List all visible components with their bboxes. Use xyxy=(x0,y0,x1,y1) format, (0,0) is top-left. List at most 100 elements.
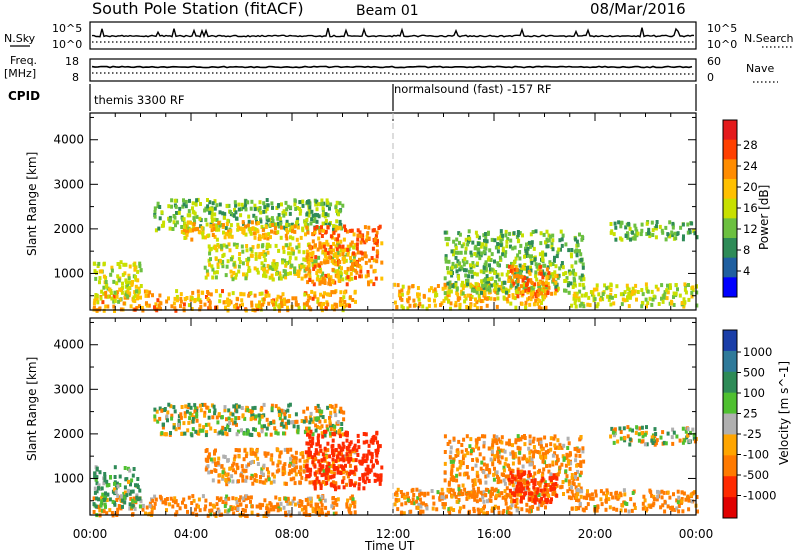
heatmap-cell xyxy=(476,507,480,512)
heatmap-cell xyxy=(416,286,420,290)
heatmap-cell xyxy=(262,267,265,272)
heatmap-cell xyxy=(93,261,97,266)
heatmap-cell xyxy=(102,291,106,296)
heatmap-cell xyxy=(208,502,212,507)
heatmap-cell xyxy=(455,237,459,242)
heatmap-cell xyxy=(273,426,277,431)
heatmap-cell xyxy=(490,267,494,272)
heatmap-cell xyxy=(346,446,350,451)
heatmap-cell xyxy=(120,290,124,295)
heatmap-cell xyxy=(180,431,184,436)
heatmap-cell xyxy=(550,242,554,247)
nsky-label: N.Sky xyxy=(4,32,36,45)
heatmap-cell xyxy=(603,283,607,288)
heatmap-cell xyxy=(172,214,176,218)
heatmap-cell xyxy=(498,460,502,465)
heatmap-cell xyxy=(321,213,325,218)
heatmap-cell xyxy=(491,440,495,445)
heatmap-cell xyxy=(480,251,484,256)
heatmap-cell xyxy=(463,294,467,298)
heatmap-cell xyxy=(512,452,515,457)
heatmap-cell xyxy=(160,408,164,413)
heatmap-cell xyxy=(217,221,221,225)
heatmap-cell xyxy=(265,503,269,508)
heatmap-cell xyxy=(653,442,657,447)
colorbar-swatch xyxy=(723,159,737,180)
heatmap-cell xyxy=(484,236,488,240)
heatmap-cell xyxy=(353,289,357,294)
heatmap-cell xyxy=(338,201,342,206)
heatmap-cell xyxy=(373,478,377,483)
heatmap-cell xyxy=(213,429,217,433)
heatmap-cell xyxy=(687,297,691,302)
heatmap-cell xyxy=(250,510,254,515)
heatmap-cell xyxy=(293,465,297,470)
heatmap-cell xyxy=(554,288,558,293)
heatmap-cell xyxy=(533,257,537,262)
heatmap-cell xyxy=(528,244,532,249)
heatmap-cell xyxy=(561,265,565,270)
heatmap-cell xyxy=(216,265,220,269)
heatmap-cell xyxy=(207,422,211,427)
heatmap-cell xyxy=(343,304,347,309)
heatmap-cell xyxy=(464,273,468,278)
heatmap-cell xyxy=(341,256,345,261)
colorbar-frame xyxy=(722,329,738,519)
heatmap-cell xyxy=(502,509,506,513)
colorbar-swatch xyxy=(723,238,737,259)
heatmap-cell xyxy=(191,206,194,211)
heatmap-cell xyxy=(168,226,172,231)
heatmap-cell xyxy=(340,298,344,303)
heatmap-cell xyxy=(103,474,107,479)
heatmap-cell xyxy=(525,281,529,286)
colorbar-swatch xyxy=(723,497,737,519)
heatmap-cell xyxy=(342,458,346,463)
heatmap-cell xyxy=(515,500,519,505)
heatmap-cell xyxy=(271,472,275,477)
heatmap-cell xyxy=(248,229,252,234)
heatmap-cell xyxy=(258,291,262,296)
heatmap-cell xyxy=(334,205,338,210)
heatmap-cell xyxy=(232,262,236,267)
heatmap-cell xyxy=(516,488,520,492)
heatmap-cell xyxy=(124,477,128,482)
heatmap-cell xyxy=(131,473,135,478)
heatmap-cell xyxy=(406,491,410,496)
heatmap-cell xyxy=(306,230,310,235)
heatmap-cell xyxy=(441,502,445,506)
heatmap-cell xyxy=(451,284,455,289)
heatmap-cell xyxy=(536,297,540,302)
heatmap-cell xyxy=(566,489,570,494)
heatmap-cell xyxy=(331,256,335,261)
heatmap-cell xyxy=(332,242,336,246)
heatmap-cell xyxy=(358,274,362,279)
heatmap-cell xyxy=(466,282,470,287)
heatmap-cell xyxy=(513,451,517,456)
heatmap-cell xyxy=(304,509,308,514)
heatmap-cell xyxy=(129,489,133,494)
heatmap-cell xyxy=(340,226,344,231)
heatmap-cell xyxy=(339,270,343,275)
heatmap-cell xyxy=(544,483,548,487)
heatmap-cell xyxy=(122,491,126,496)
heatmap-cell xyxy=(230,506,234,511)
heatmap-cell xyxy=(304,497,308,502)
heatmap-cell xyxy=(98,280,101,285)
heatmap-cell xyxy=(529,289,533,293)
heatmap-cell xyxy=(496,455,500,460)
heatmap-cell xyxy=(238,260,242,264)
heatmap-cell xyxy=(458,472,462,477)
heatmap-cell xyxy=(355,242,359,247)
heatmap-cell xyxy=(515,268,519,272)
heatmap-cell xyxy=(517,475,521,480)
heatmap-cell xyxy=(169,404,173,409)
heatmap-cell xyxy=(420,491,423,496)
heatmap-cell xyxy=(233,420,237,425)
heatmap-cell xyxy=(319,261,323,266)
heatmap-cell xyxy=(321,452,325,457)
heatmap-cell xyxy=(433,298,436,303)
heatmap-cell xyxy=(241,414,245,419)
heatmap-cell xyxy=(182,497,186,502)
heatmap-cell xyxy=(92,496,96,501)
heatmap-cell xyxy=(156,298,160,303)
